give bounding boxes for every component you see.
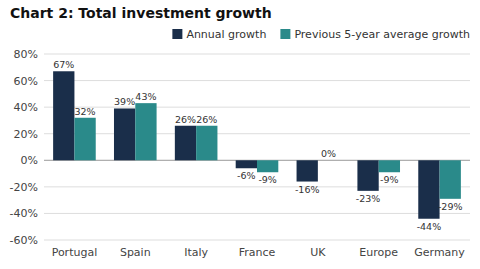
y-tick-label: 60% [14,75,38,88]
y-tick-label: -20% [10,181,38,194]
data-label: -16% [295,184,320,195]
data-label: -29% [438,201,463,212]
bars [53,71,461,218]
y-tick-label: -40% [10,207,38,220]
data-label: 39% [114,96,135,107]
data-label: 67% [53,59,74,70]
grid-line [44,213,470,214]
legend-label: Previous 5-year average growth [294,28,470,41]
bar [357,160,378,191]
data-label: -23% [356,193,381,204]
chart: Chart 2: Total investment growth Annual g… [0,0,480,269]
bar [74,118,95,161]
legend-swatch [280,29,290,39]
bar [114,108,135,160]
legend-swatch [172,29,182,39]
grid [44,54,470,240]
data-label: -9% [258,174,277,185]
data-labels: 67%32%39%43%26%26%-6%-9%-16%0%-23%-9%-44… [53,59,462,231]
bar [418,160,439,218]
grid-line [44,186,470,187]
bar [257,160,278,172]
bar [297,160,318,181]
bar [440,160,461,199]
data-label: -6% [237,170,256,181]
bar [53,71,74,160]
x-tick-label: UK [310,246,326,259]
grid-line [44,54,470,55]
data-label: 32% [75,106,96,117]
data-label: -9% [380,174,399,185]
grid-line [44,80,470,81]
grid-line [44,240,470,241]
x-tick-label: Spain [120,246,151,259]
y-tick-label: -60% [10,234,38,247]
y-tick-label: 20% [14,128,38,141]
bar [236,160,257,168]
legend-item: Annual growth [172,28,266,41]
x-tick-label: Italy [184,246,208,259]
bar [379,160,400,172]
data-label: 26% [196,114,217,125]
data-label: 26% [175,114,196,125]
bar [135,103,156,160]
y-tick-label: 0% [21,154,38,167]
x-tick-label: Portugal [52,246,98,259]
legend: Annual growth Previous 5-year average gro… [172,28,470,41]
data-label: 43% [135,91,156,102]
bar [175,126,196,161]
grid-line [44,133,470,134]
grid-line [44,107,470,108]
x-tick-label: France [239,246,276,259]
title: Chart 2: Total investment growth [10,5,272,21]
data-label: -44% [417,221,442,232]
data-label: 0% [321,148,336,159]
legend-item: Previous 5-year average growth [280,28,470,41]
x-tick-label: Europe [359,246,398,259]
y-tick-label: 80% [14,48,38,61]
bar [196,126,217,161]
x-tick-label: Germany [414,246,465,259]
y-tick-label: 40% [14,101,38,114]
bar [318,160,339,161]
legend-label: Annual growth [186,28,266,41]
